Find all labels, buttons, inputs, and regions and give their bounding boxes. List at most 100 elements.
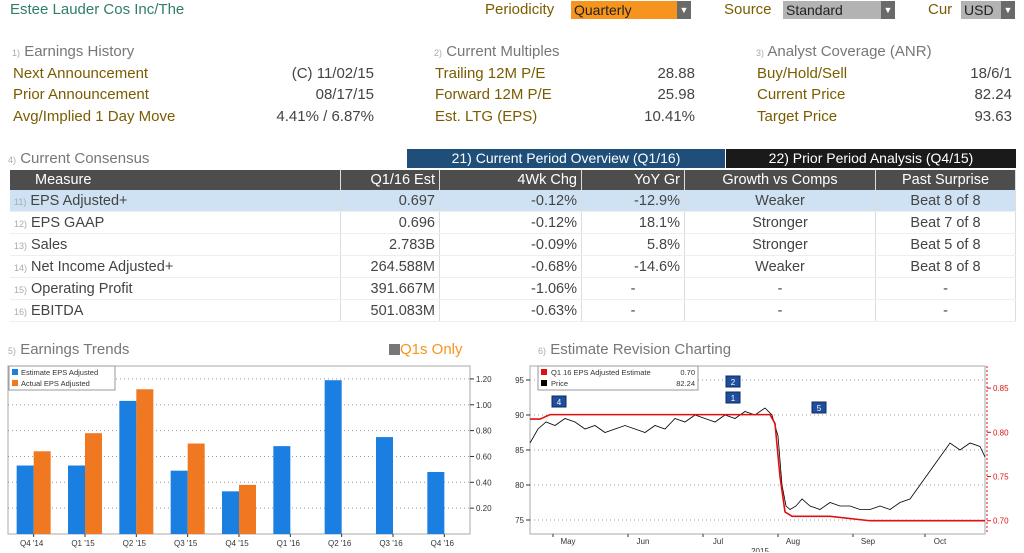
chevron-down-icon[interactable]: ▼ <box>677 1 691 19</box>
source-select[interactable]: Standard ▼ <box>783 1 897 19</box>
chg-cell: -0.12% <box>439 190 582 212</box>
section-title: Current Consensus <box>20 150 150 167</box>
col-past-surprise[interactable]: Past Surprise <box>875 170 1016 190</box>
y-tick-label-right: 0.70 <box>993 517 1009 526</box>
checkbox-icon[interactable] <box>389 344 400 355</box>
legend-box <box>8 365 116 391</box>
y-tick-label: 0.20 <box>476 504 492 513</box>
source-value: Standard <box>783 1 881 19</box>
bar-estimate <box>376 437 393 534</box>
y-tick-label-right: 0.85 <box>993 384 1009 393</box>
estimate-cell: 0.697 <box>340 190 440 212</box>
event-marker <box>725 391 741 404</box>
bar-estimate <box>170 470 188 534</box>
trailing-pe-value: 28.88 <box>657 65 695 82</box>
legend-label-price: Price <box>551 379 568 388</box>
tab-current-period[interactable]: 21) Current Period Overview (Q1/16) <box>407 149 725 168</box>
row-number: 14) <box>14 262 28 273</box>
table-row[interactable]: 12) EPS GAAP 0.696 -0.12% 18.1% Stronger … <box>10 211 1016 234</box>
measure-cell: 14) Net Income Adjusted+ <box>10 255 341 278</box>
plot-area <box>529 365 986 535</box>
event-marker-label: 5 <box>817 404 822 413</box>
forward-pe-value: 25.98 <box>657 86 695 103</box>
chg-cell: -1.06% <box>439 277 582 300</box>
measure-cell: 11) EPS Adjusted+ <box>10 190 341 212</box>
section-number: 4) <box>8 155 17 165</box>
day-move-value: 4.41% / 6.87% <box>276 108 374 125</box>
bar-actual <box>33 451 51 534</box>
row-number: 13) <box>14 240 28 251</box>
measure-name: Net Income Adjusted+ <box>31 258 174 275</box>
x-tick-label: Q2 '16 <box>328 539 352 548</box>
col-measure[interactable]: Measure <box>10 170 341 190</box>
earnings-history-header[interactable]: 1) Earnings History <box>12 43 134 60</box>
estimate-cell: 2.783B <box>340 233 440 256</box>
x-tick-label: Q2 '15 <box>123 539 147 548</box>
surprise-cell: Beat 7 of 8 <box>875 211 1016 234</box>
yoy-cell: - <box>581 277 685 300</box>
buy-hold-sell-label: Buy/Hold/Sell <box>757 65 848 82</box>
earnings-trends-header[interactable]: 5) Earnings Trends <box>8 341 129 358</box>
legend-value-price: 82.24 <box>676 379 695 388</box>
measure-name: EPS Adjusted+ <box>30 192 128 209</box>
legend-box <box>537 365 699 391</box>
y-tick-label-left: 90 <box>515 411 524 420</box>
chg-cell: -0.68% <box>439 255 582 278</box>
table-row[interactable]: 11) EPS Adjusted+ 0.697 -0.12% -12.9% Wea… <box>10 190 1016 212</box>
col-yoy-gr[interactable]: YoY Gr <box>581 170 685 190</box>
row-number: 16) <box>14 306 28 317</box>
buy-hold-sell-value: 18/6/1 <box>970 65 1012 82</box>
table-row[interactable]: 16) EBITDA 501.083M -0.63% - - - <box>10 299 1016 322</box>
next-announcement-label: Next Announcement <box>13 65 149 82</box>
chart-legend: Estimate EPS Adjusted Actual EPS Adjusted <box>8 365 116 391</box>
current-consensus-header[interactable]: 4) Current Consensus <box>8 150 149 167</box>
q1s-only-toggle[interactable]: Q1s Only <box>389 341 463 358</box>
x-year-label: 2015 <box>751 547 769 552</box>
y-tick-label-right: 0.80 <box>993 428 1009 437</box>
comps-cell: - <box>684 277 876 300</box>
section-title: Earnings Trends <box>20 341 130 358</box>
row-number: 15) <box>14 284 28 295</box>
col-estimate[interactable]: Q1/16 Est <box>340 170 440 190</box>
col-growth-vs-comps[interactable]: Growth vs Comps <box>684 170 876 190</box>
chevron-down-icon[interactable]: ▼ <box>881 1 895 19</box>
event-marker <box>725 375 741 388</box>
section-number: 6) <box>538 346 547 356</box>
chevron-down-icon[interactable]: ▼ <box>1001 1 1015 19</box>
estimate-cell: 501.083M <box>340 299 440 322</box>
table-row[interactable]: 14) Net Income Adjusted+ 264.588M -0.68% … <box>10 255 1016 278</box>
section-number: 3) <box>756 48 765 58</box>
col-4wk-chg[interactable]: 4Wk Chg <box>439 170 582 190</box>
current-multiples-header[interactable]: 2) Current Multiples <box>434 43 560 60</box>
section-number: 1) <box>12 48 21 58</box>
estimate-cell: 391.667M <box>340 277 440 300</box>
x-tick-label: Q1 '16 <box>277 539 301 548</box>
measure-cell: 16) EBITDA <box>10 299 341 322</box>
next-announcement-value: (C) 11/02/15 <box>291 65 374 82</box>
x-tick-label: Jul <box>713 537 723 546</box>
currency-value: USD <box>961 1 1001 19</box>
currency-select[interactable]: USD ▼ <box>961 1 1017 19</box>
tab-prior-period[interactable]: 22) Prior Period Analysis (Q4/15) <box>726 149 1016 168</box>
periodicity-select[interactable]: Quarterly ▼ <box>571 1 691 19</box>
table-row[interactable]: 15) Operating Profit 391.667M -1.06% - - … <box>10 277 1016 300</box>
section-title: Current Multiples <box>446 43 560 60</box>
legend-swatch-actual <box>12 380 18 386</box>
x-tick-label: Q4 '15 <box>225 539 249 548</box>
bar-actual <box>85 433 102 534</box>
event-marker-label: 4 <box>557 398 562 407</box>
prior-announcement-value: 08/17/15 <box>315 86 374 103</box>
x-tick-label: May <box>560 537 575 546</box>
estimate-cell: 0.696 <box>340 211 440 234</box>
section-number: 5) <box>8 346 17 356</box>
comps-cell: Stronger <box>684 211 876 234</box>
y-tick-label-left: 95 <box>515 376 524 385</box>
measure-cell: 12) EPS GAAP <box>10 211 341 234</box>
y-tick-label: 0.40 <box>476 478 492 487</box>
surprise-cell: Beat 5 of 8 <box>875 233 1016 256</box>
bar-estimate <box>273 446 291 534</box>
table-row[interactable]: 13) Sales 2.783B -0.09% 5.8% Stronger Bea… <box>10 233 1016 256</box>
analyst-coverage-header[interactable]: 3) Analyst Coverage (ANR) <box>756 43 932 60</box>
estimate-revision-header[interactable]: 6) Estimate Revision Charting <box>538 341 731 358</box>
bar-estimate <box>119 400 137 534</box>
